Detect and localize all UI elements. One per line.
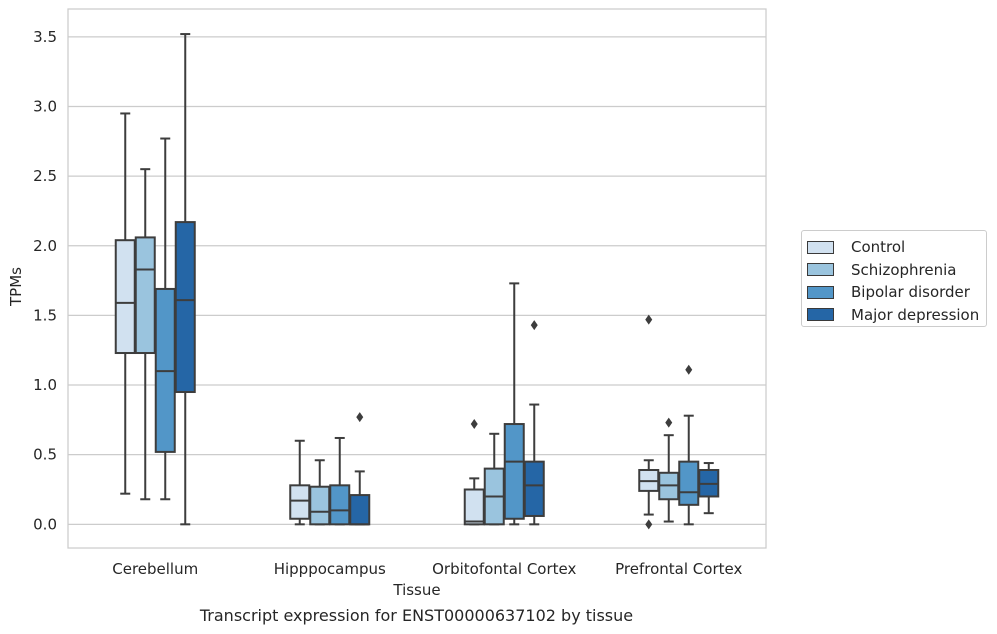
box-major-depression [698, 462, 720, 515]
iqr-box [114, 239, 136, 355]
y-tick-label: 0.0 [33, 515, 57, 533]
y-tick-label: 0.5 [33, 446, 57, 464]
box-control [638, 314, 660, 530]
box-schizophrenia [134, 168, 156, 501]
x-tick-labels: Cerebellum Hipppocampus Orbitofontal Corte… [112, 560, 742, 578]
box-bipolar-disorder [154, 137, 176, 501]
box-control [114, 112, 136, 495]
legend-swatch [807, 263, 834, 277]
legend-item: Schizophrenia [807, 259, 986, 282]
iqr-box [523, 460, 545, 517]
x-tick-label: Prefrontal Cortex [615, 560, 742, 578]
iqr-box [329, 484, 351, 526]
outlier-point [470, 419, 478, 430]
box-bipolar-disorder [329, 436, 351, 526]
y-tick-label: 2.0 [33, 237, 57, 255]
legend-swatch [807, 308, 834, 322]
legend: Control Schizophrenia Bipolar disorder Majo… [801, 230, 987, 327]
box-major-depression [349, 412, 371, 526]
iqr-box [503, 423, 525, 520]
box-major-depression [174, 33, 196, 526]
x-tick-label: Orbitofontal Cortex [432, 560, 576, 578]
outlier-point [665, 417, 673, 428]
x-tick-label: Cerebellum [112, 560, 198, 578]
legend-item: Bipolar disorder [807, 281, 986, 304]
x-axis-label: Tissue [392, 581, 440, 599]
y-tick-label: 3.5 [33, 28, 57, 46]
y-tick-label: 3.0 [33, 97, 57, 115]
legend-label: Major depression [851, 305, 980, 324]
y-tick-label: 1.5 [33, 306, 57, 324]
x-tick-label: Hipppocampus [274, 560, 386, 578]
legend-item: Major depression [807, 304, 986, 327]
iqr-box [463, 488, 485, 526]
outlier-point [685, 364, 693, 375]
legend-item: Control [807, 236, 986, 259]
box-bipolar-disorder [678, 364, 700, 526]
outlier-point [530, 320, 538, 331]
plot-frame [67, 8, 767, 549]
iqr-box [174, 221, 196, 394]
box-schizophrenia [483, 432, 505, 526]
box-schizophrenia [658, 417, 680, 523]
legend-label: Control [851, 238, 906, 257]
box-control [463, 419, 485, 526]
y-tick-label: 2.5 [33, 167, 57, 185]
legend-swatch [807, 240, 834, 254]
box-schizophrenia [309, 459, 331, 526]
y-tick-label: 1.0 [33, 376, 57, 394]
outlier-point [645, 519, 653, 530]
iqr-box [349, 494, 371, 526]
box-major-depression [523, 320, 545, 526]
legend-label: Bipolar disorder [851, 283, 970, 302]
iqr-box [309, 485, 331, 526]
iqr-box [678, 460, 700, 506]
box-control [289, 439, 311, 526]
y-axis-label: TPMs [7, 267, 25, 307]
legend-swatch [807, 285, 834, 299]
iqr-box [134, 236, 156, 355]
legend-label: Schizophrenia [851, 260, 957, 279]
outlier-point [356, 412, 364, 423]
box-groups [114, 33, 720, 530]
chart-caption: Transcript expression for ENST0000063710… [199, 606, 634, 625]
iqr-box [289, 484, 311, 520]
outlier-point [645, 314, 653, 325]
box-bipolar-disorder [503, 282, 525, 526]
y-tick-labels: 0.0 0.5 1.0 1.5 2.0 2.5 3.0 3.5 [33, 28, 57, 533]
